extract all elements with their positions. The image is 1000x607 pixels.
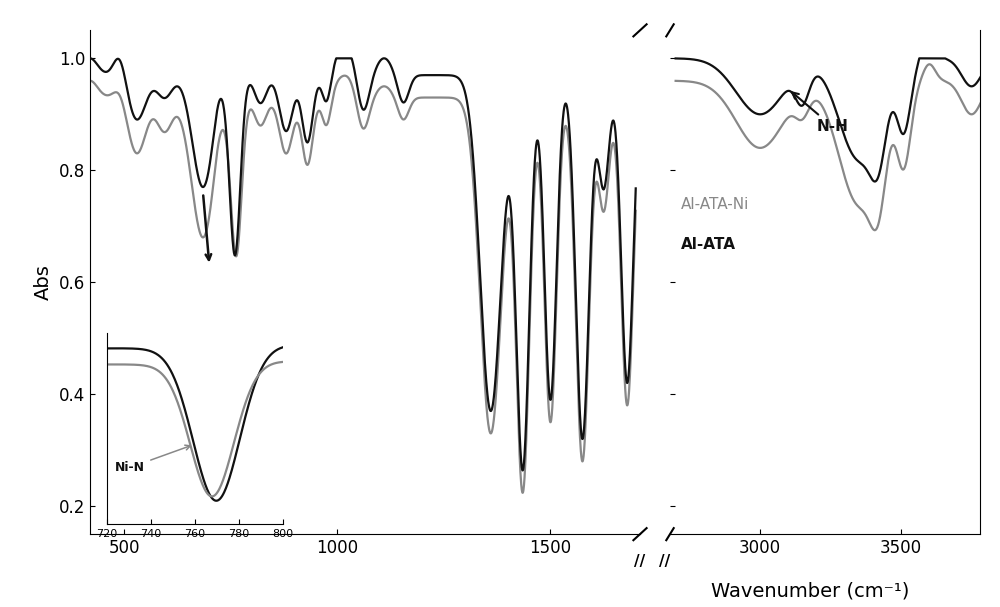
Text: Wavenumber (cm⁻¹): Wavenumber (cm⁻¹): [711, 582, 909, 601]
Text: N-H: N-H: [792, 92, 848, 134]
Text: Al-ATA-Ni: Al-ATA-Ni: [681, 197, 750, 212]
Text: Al-ATA: Al-ATA: [681, 237, 736, 252]
Text: //: //: [634, 554, 646, 569]
Y-axis label: Abs: Abs: [34, 264, 53, 300]
Text: //: //: [659, 554, 671, 569]
